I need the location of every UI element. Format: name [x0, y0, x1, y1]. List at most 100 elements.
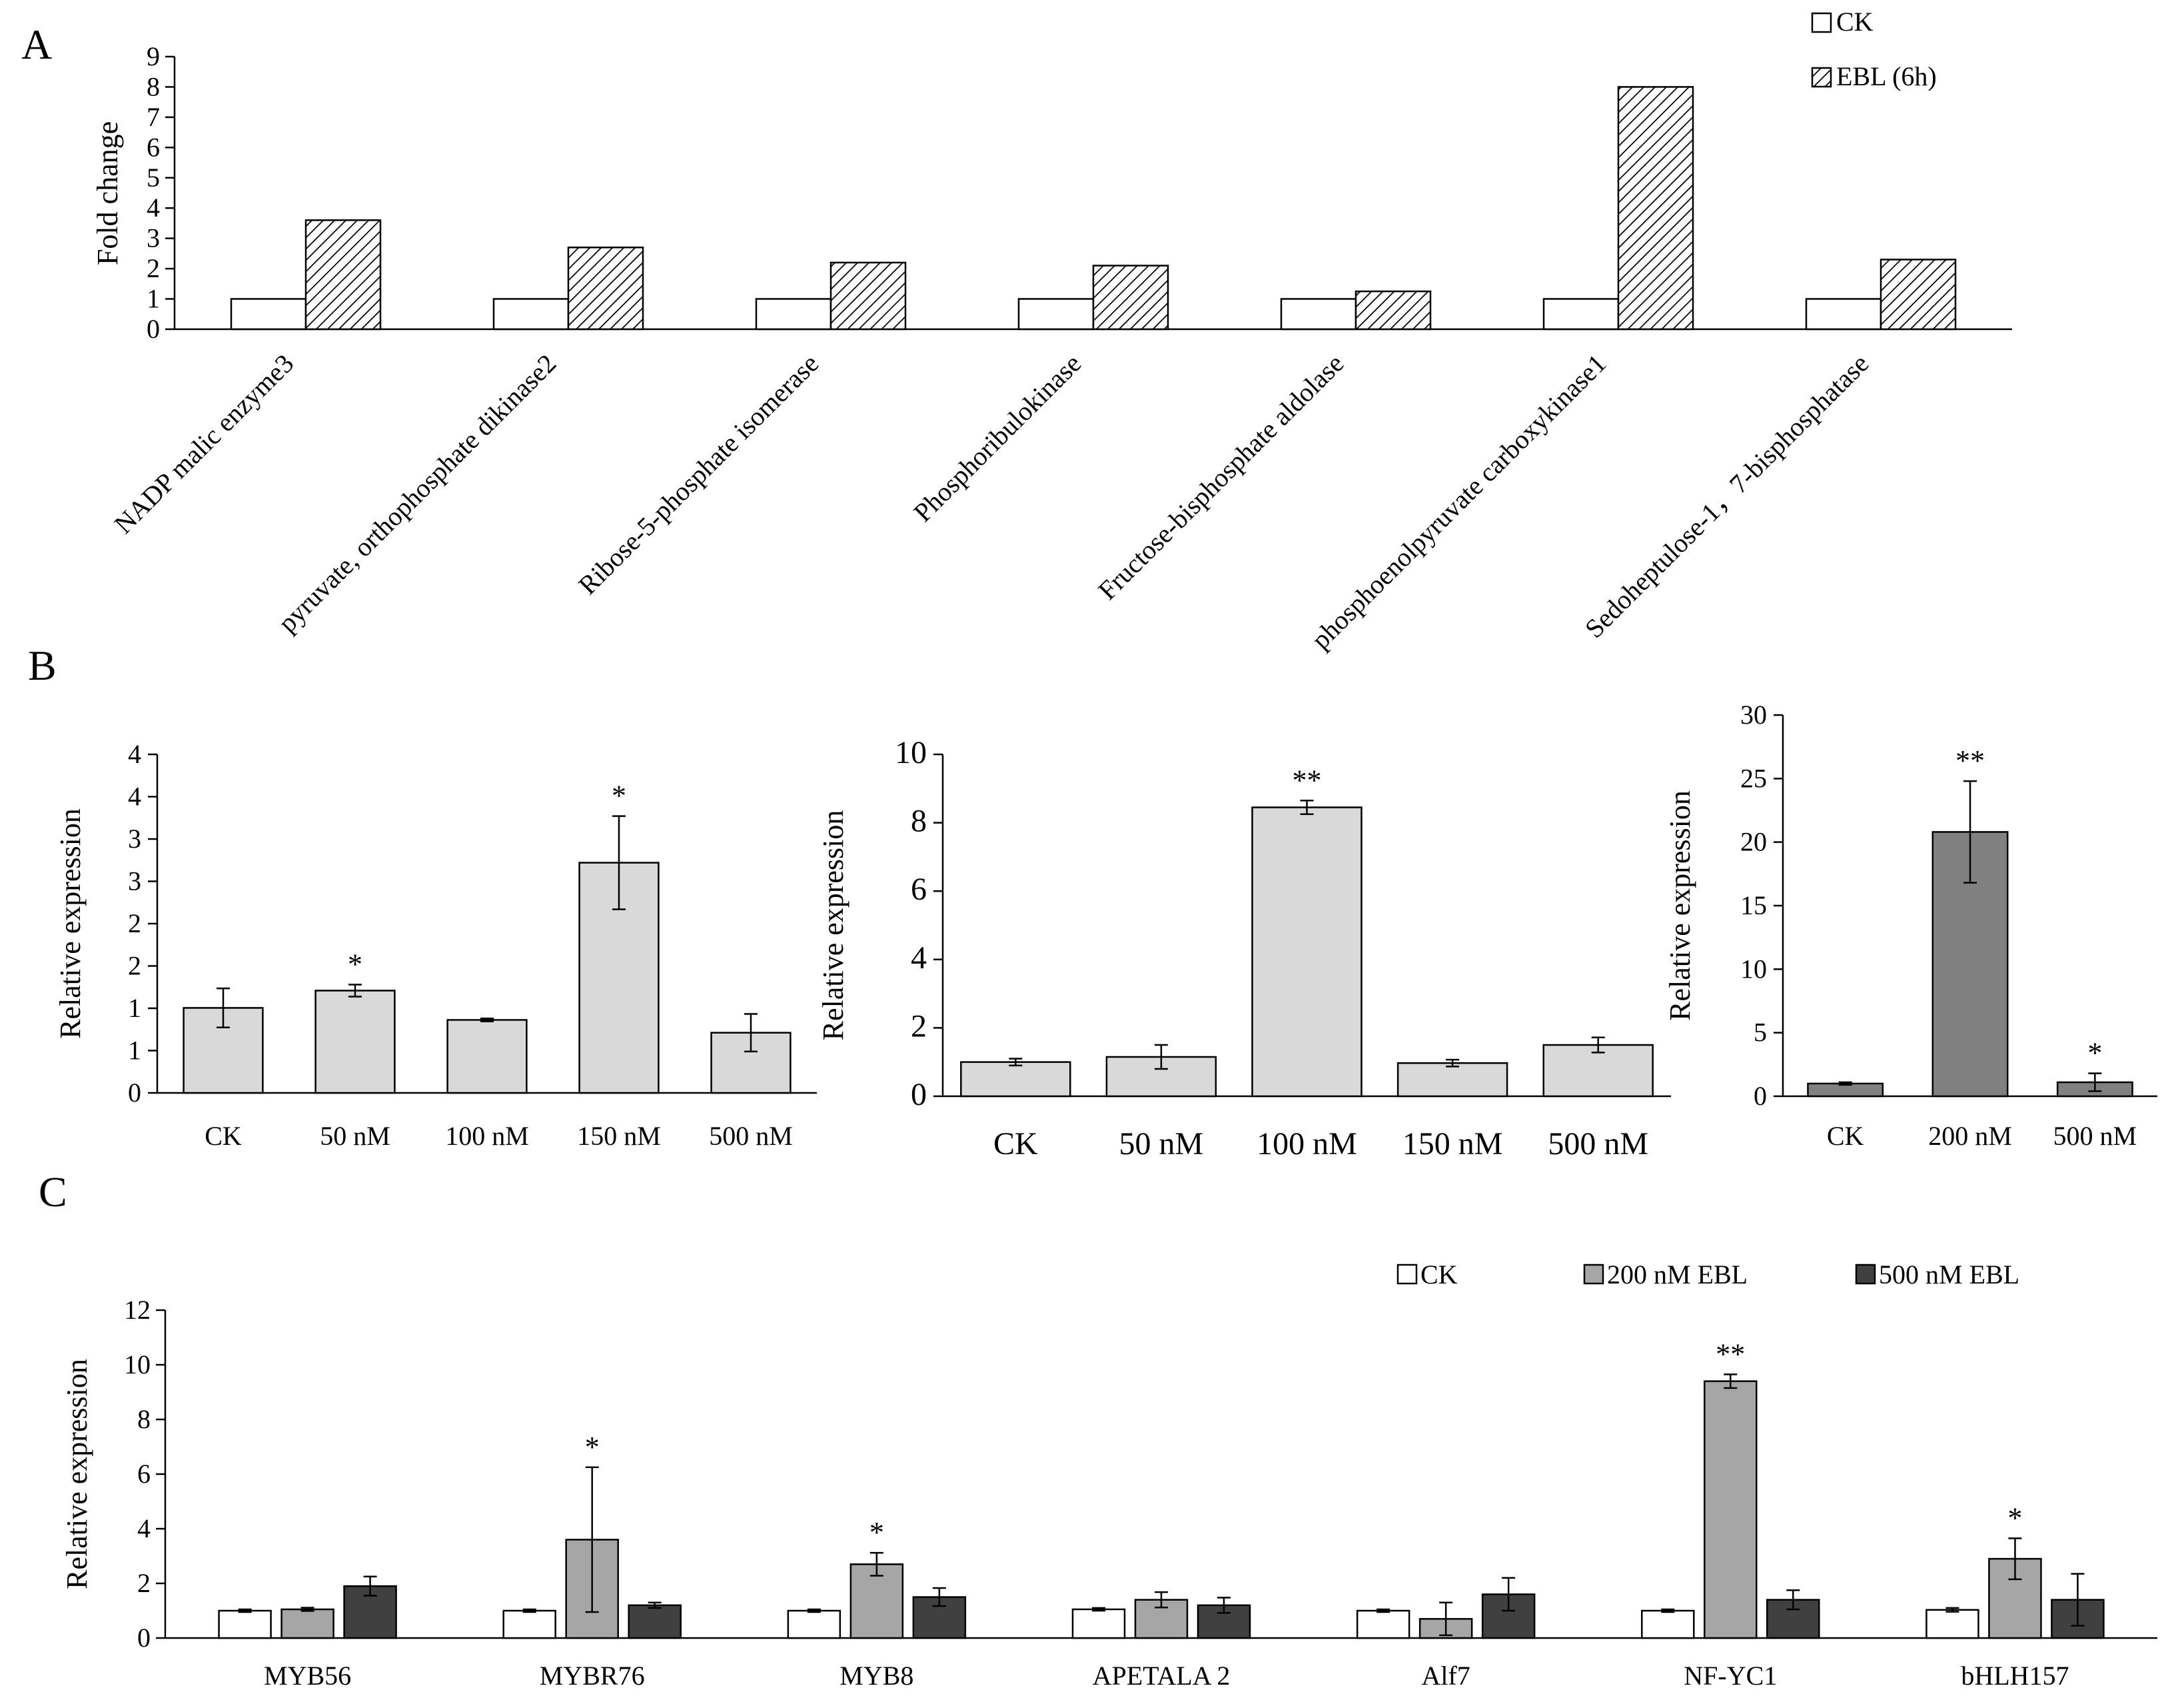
chart-b2: 0 2 4 6 8 10 Relative expression CK 50 nM ** 100 n…	[817, 735, 1671, 1162]
legend-ck-swatch	[1811, 12, 1832, 33]
bar-200nm	[280, 1608, 334, 1639]
bar	[1396, 1062, 1508, 1098]
y-tick-label: 0	[147, 314, 160, 344]
x-tick-label: phosphoenolpyruvate carboxykinase1	[1305, 349, 1612, 655]
x-tick-label: Sedoheptulose-1，7-bisphosphatase	[1579, 349, 1874, 644]
x-tick-label: Ribose-5-phosphate isomerase	[572, 349, 824, 600]
legend-ebl-swatch	[1811, 67, 1832, 88]
panel-label-c: C	[39, 1168, 67, 1216]
legend-ck-label: CK	[1836, 7, 1874, 37]
x-tick-label: CK	[205, 1121, 242, 1151]
x-tick-label: Alf7	[1421, 1661, 1470, 1691]
x-tick-label: 150 nM	[577, 1121, 661, 1151]
x-tick-label: Phosphoribulokinase	[907, 349, 1087, 528]
bar-ck	[492, 298, 570, 331]
bar-ck	[1925, 1609, 1979, 1639]
significance-marker: **	[1293, 764, 1322, 796]
bar-ck	[218, 1609, 272, 1639]
bar-ck	[755, 298, 832, 331]
x-tick-label: bHLH157	[1961, 1661, 2069, 1691]
legend-label: 200 nM EBL	[1607, 1260, 1748, 1289]
panel-label-a: A	[21, 21, 52, 68]
x-tick-label: 500 nM	[709, 1121, 793, 1151]
x-tick-label: 100 nM	[1257, 1126, 1357, 1162]
legend-swatch	[1583, 1264, 1604, 1285]
x-tick-label: MYB8	[839, 1661, 913, 1691]
y-tick-label: 2	[128, 951, 141, 981]
legend-label: 500 nM EBL	[1879, 1260, 2019, 1289]
significance-marker: *	[612, 780, 626, 812]
bar-ebl	[304, 219, 382, 331]
bar-ck	[1071, 1608, 1126, 1639]
y-axis-title: Relative expression	[1664, 790, 1696, 1021]
bar	[960, 1061, 1071, 1098]
legend-swatch	[1855, 1264, 1876, 1285]
chart-b1: 0 1 1 2 2 3 3 4 4 Relative expression CK * 50 nM 100 …	[54, 739, 817, 1151]
bar-ck	[1280, 298, 1357, 331]
y-tick-label: 12	[124, 1295, 151, 1325]
legend-label: CK	[1420, 1260, 1458, 1289]
y-tick-label: 8	[911, 804, 927, 839]
y-tick-label: 0	[1754, 1081, 1767, 1111]
y-tick-label: 6	[911, 872, 927, 907]
y-tick-label: 9	[147, 41, 160, 71]
y-tick-label: 30	[1740, 700, 1767, 730]
y-tick-label: 4	[128, 739, 141, 769]
x-tick-label: Fructose-bisphosphate aldolase	[1092, 349, 1349, 606]
y-tick-label: 2	[137, 1568, 151, 1598]
legend-swatch	[1396, 1264, 1418, 1285]
x-tick-label: 500 nM	[1548, 1126, 1648, 1162]
x-tick-label: CK	[1827, 1121, 1864, 1151]
bar-ebl	[1092, 265, 1169, 331]
bar-ebl	[829, 261, 907, 331]
bar	[446, 1019, 528, 1094]
y-tick-label: 10	[895, 735, 927, 770]
significance-marker: *	[348, 948, 362, 980]
y-tick-label: 2	[147, 253, 160, 283]
significance-marker: **	[1716, 1337, 1745, 1370]
y-tick-label: 1	[128, 993, 141, 1023]
x-tick-label: 50 nM	[320, 1121, 390, 1151]
y-tick-label: 8	[147, 71, 160, 101]
bar-ck	[502, 1609, 556, 1639]
bar-200nm	[1704, 1380, 1758, 1639]
y-axis-title: Relative expression	[61, 1359, 93, 1589]
y-tick-label: 10	[1740, 954, 1767, 984]
bar-ck	[1356, 1609, 1410, 1639]
y-tick-label: 2	[911, 1008, 927, 1044]
bar-ebl	[1355, 290, 1432, 331]
y-tick-label: 4	[911, 940, 927, 976]
legend-ebl-label: EBL (6h)	[1836, 61, 1937, 91]
x-tick-label: 500 nM	[2053, 1121, 2137, 1151]
y-tick-label: 6	[147, 132, 160, 162]
y-tick-label: 0	[128, 1078, 141, 1108]
bar-ck	[1805, 298, 1882, 331]
chart-c: 0 2 4 6 8 10 12 Relative expression MYB56 * MYBR76…	[61, 1260, 2157, 1691]
y-tick-label: 25	[1740, 763, 1767, 793]
bar	[314, 990, 396, 1094]
x-tick-label: NADP malic enzyme3	[109, 349, 300, 540]
bar	[1251, 806, 1363, 1098]
y-tick-label: 8	[137, 1404, 151, 1434]
y-tick-label: 4	[137, 1513, 151, 1543]
y-tick-label: 3	[128, 866, 141, 896]
significance-marker: **	[1955, 744, 1985, 777]
significance-marker: *	[2087, 1037, 2102, 1070]
y-tick-label: 4	[147, 193, 160, 223]
y-axis-title: Fold change	[91, 121, 124, 265]
y-tick-label: 20	[1740, 827, 1767, 857]
x-tick-label: MYB56	[264, 1661, 351, 1691]
y-tick-label: 7	[147, 102, 160, 132]
bar-ebl	[1617, 86, 1694, 331]
y-tick-label: 10	[124, 1349, 151, 1379]
chart-b3: 0 5 10 15 20 25 30 Relative expression CK ** 200 n…	[1664, 700, 2157, 1151]
bar-500nm	[343, 1585, 397, 1639]
x-tick-label: CK	[993, 1126, 1038, 1162]
y-axis-title: Relative expression	[54, 808, 87, 1039]
x-tick-label: pyruvate, orthophosphate dikinase2	[273, 349, 562, 638]
y-tick-label: 2	[128, 908, 141, 938]
bar-ck	[1542, 298, 1620, 331]
x-tick-label: 100 nM	[445, 1121, 529, 1151]
panel-label-b: B	[28, 642, 57, 689]
